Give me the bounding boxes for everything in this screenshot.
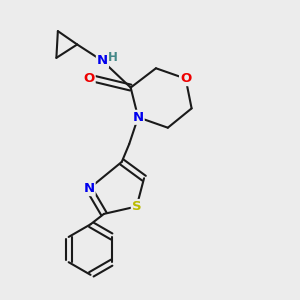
Text: O: O [83,72,95,85]
Text: N: N [83,182,94,195]
Text: N: N [133,111,144,124]
Text: O: O [180,72,191,85]
Text: H: H [108,51,118,64]
Text: N: N [97,54,108,67]
Text: S: S [132,200,141,213]
